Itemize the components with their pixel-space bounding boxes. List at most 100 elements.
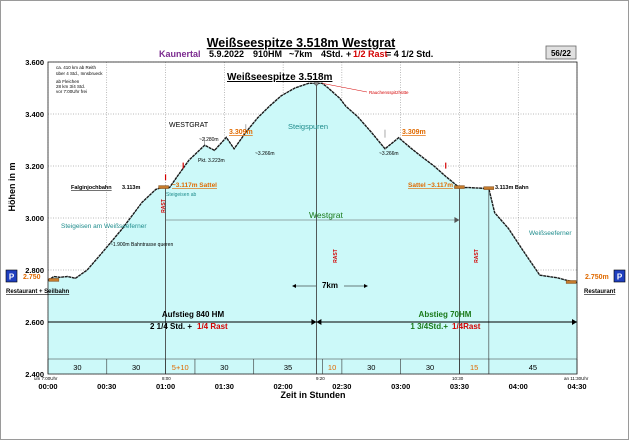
steigeisen-ab-label: Steigeisen ab bbox=[166, 192, 197, 198]
time-mark-end: an 11:30Uhr bbox=[564, 376, 589, 381]
rast-label-1: RAST bbox=[161, 199, 167, 213]
annotations bbox=[48, 81, 577, 374]
x-tick-label: 00:00 bbox=[38, 382, 57, 391]
x-tick-label: 00:30 bbox=[97, 382, 116, 391]
rast-label-3: RAST bbox=[474, 249, 480, 263]
gletscherbahn-label: Falginjochbahn bbox=[71, 185, 112, 191]
segment-label-5: 10 bbox=[328, 363, 336, 372]
restaurant-right-label: Restaurant bbox=[584, 289, 615, 295]
station-marker-icon bbox=[48, 278, 60, 282]
note-line-2: über 4 Std., Innsbrueck bbox=[56, 71, 103, 76]
peak-2280-label: ~2.280m bbox=[199, 137, 219, 143]
rast-label-2: RAST bbox=[333, 249, 339, 263]
parking-left-icon bbox=[5, 269, 18, 283]
note-line-5: vor 7:00Uhr frei bbox=[56, 89, 87, 94]
segment-label-0: 30 bbox=[73, 363, 81, 372]
station-marker-icon bbox=[158, 185, 169, 189]
westgrat-arrow-label: Westgrat bbox=[309, 210, 343, 220]
segment-label-3: 30 bbox=[220, 363, 228, 372]
saddle-left-label: ~3.117m Sattel bbox=[172, 182, 217, 189]
x-tick-label: 03:30 bbox=[450, 382, 469, 391]
profile-area bbox=[47, 82, 578, 375]
note-line-1: ca. 410 km ab Reith bbox=[56, 65, 97, 70]
ascent-rest: 1/4 Rast bbox=[197, 322, 228, 331]
header-rest-plus: + bbox=[346, 49, 351, 59]
header-duration: 4Std. bbox=[321, 49, 343, 59]
time-mark-2: 9:20 bbox=[316, 376, 325, 381]
descent-start-arrowhead-icon bbox=[316, 319, 322, 325]
y-tick-label: 2.800 bbox=[25, 266, 44, 275]
descent-title: Abstieg 70HM bbox=[419, 310, 472, 319]
y-tick-label: 3.600 bbox=[25, 58, 44, 67]
km-left-arrowhead-icon bbox=[292, 284, 296, 288]
descent-arrowhead-icon bbox=[572, 319, 577, 325]
station-marker-icon bbox=[565, 280, 577, 284]
x-tick-label: 04:30 bbox=[567, 382, 586, 391]
saddle-right-label: Sattel ~3.117m bbox=[408, 182, 453, 189]
segment-label-1: 30 bbox=[132, 363, 140, 372]
ascent-time: 2 1/4 Std. + bbox=[150, 322, 192, 331]
parking-left-label: P bbox=[9, 273, 15, 282]
parking-right-label: P bbox=[617, 273, 623, 282]
profile-line bbox=[47, 82, 578, 284]
segment-label-8: 15 bbox=[470, 363, 478, 372]
bahntrasse-label: ~1.900m Bahntrasse queren bbox=[110, 242, 173, 248]
pkt-3223-label: Pkt. 3.223m bbox=[198, 158, 225, 164]
station-marker-icon bbox=[483, 186, 495, 190]
x-tick-label: 02:30 bbox=[332, 382, 351, 391]
restaurant-left-label: Restaurant + Seilbahn bbox=[6, 289, 70, 295]
alt-left-label: 2.750 bbox=[23, 274, 41, 281]
summit-label: Weißseespitze 3.518m bbox=[227, 72, 333, 83]
header-rest: 1/2 Rast bbox=[353, 49, 388, 59]
page-badge-label: 56/22 bbox=[551, 49, 572, 58]
time-mark-1: 8:00 bbox=[162, 376, 171, 381]
km-label: 7km bbox=[322, 281, 338, 290]
y-tick-label: 2.600 bbox=[25, 318, 44, 327]
header-distance: ~7km bbox=[289, 49, 312, 59]
descent-time: 1 3/4Std.+ bbox=[410, 322, 448, 331]
time-mark-start: um 7:00Uhr bbox=[34, 376, 58, 381]
segment-label-2: 5+10 bbox=[172, 363, 189, 372]
header-date: 5.9.2022 bbox=[209, 49, 244, 59]
y-tick-label: 3.400 bbox=[25, 110, 44, 119]
steigspuren-label: Steigspuren bbox=[288, 122, 328, 131]
westgrat-label: WESTGRAT bbox=[169, 122, 209, 129]
header-elevation-gain: 910HM bbox=[253, 49, 282, 59]
alt-right-label: 2.750m bbox=[585, 274, 609, 281]
x-tick-label: 01:30 bbox=[215, 382, 234, 391]
ascent-title: Aufstieg 840 HM bbox=[162, 310, 225, 319]
y-tick-label: 3.200 bbox=[25, 162, 44, 171]
parking-right-icon bbox=[613, 269, 626, 283]
weissseeferner-label: Weißseeferner bbox=[529, 230, 572, 237]
segment-label-9: 45 bbox=[529, 363, 537, 372]
chart-title: Weißseespitze 3.518m Westgrat bbox=[207, 36, 396, 50]
descent-rest: 1/4Rast bbox=[452, 322, 481, 331]
ascent-arrowhead-icon bbox=[311, 319, 317, 325]
x-tick-label: 02:00 bbox=[274, 382, 293, 391]
gletscherbahn-alt-label: 3.113m bbox=[122, 185, 140, 191]
axes: 30 30 5+10 30 35 10 30 30 15 45 2.400 2.600 2.800 3.0… bbox=[25, 58, 586, 391]
header-total: = 4 1/2 Std. bbox=[386, 49, 433, 59]
note-line-4: 28 km 3/4 Std. bbox=[56, 84, 85, 89]
x-axis-title: Zeit in Stunden bbox=[281, 390, 346, 400]
profile-fill bbox=[48, 83, 577, 375]
summit-cross-icon bbox=[314, 81, 319, 86]
steigeisen-am-label: Steigeisen am Weißseeferner bbox=[61, 223, 147, 230]
summit-note-leader bbox=[322, 83, 368, 93]
segment-label-6: 30 bbox=[367, 363, 375, 372]
y-tick-label: 3.000 bbox=[25, 214, 44, 223]
km-right-arrowhead-icon bbox=[364, 284, 368, 288]
x-tick-label: 03:00 bbox=[391, 382, 410, 391]
header-region: Kaunertal bbox=[159, 49, 201, 59]
segment-label-4: 35 bbox=[284, 363, 292, 372]
time-mark-3: 10:30 bbox=[452, 376, 464, 381]
note-line-3: ab Fleichen bbox=[56, 79, 80, 84]
x-tick-label: 04:00 bbox=[509, 382, 528, 391]
val-3266-left-label: ~3.266m bbox=[255, 151, 275, 157]
val-3266-right-label: ~3.266m bbox=[379, 151, 399, 157]
bahn-right-label: 3.113m Bahn bbox=[495, 185, 529, 191]
summit-note: Rauchensspitzhütte bbox=[369, 90, 409, 95]
westgrat-arrowhead-icon bbox=[454, 217, 460, 223]
